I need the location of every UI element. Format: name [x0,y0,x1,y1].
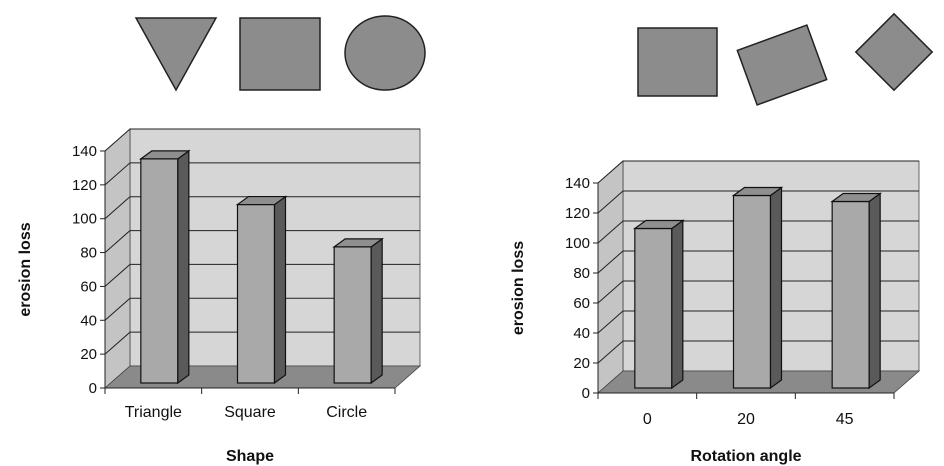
gridline [597,250,919,274]
y-tick-label: 20 [573,355,590,372]
x-tick-label: 0 [643,411,652,428]
y-tick-label: 120 [565,205,590,222]
bar-top [332,238,385,248]
gridline [597,280,919,304]
gridline [104,331,420,355]
bar-side [177,149,190,385]
side-wall [597,160,624,394]
gridline [104,230,420,253]
bar-front [732,194,772,389]
bar [332,237,385,385]
gridline [104,196,420,220]
gridline [597,340,919,364]
y-axis-title: erosion loss [510,241,527,335]
square-45deg-icon [854,12,934,92]
gridlines [104,128,420,355]
gridline [597,310,919,334]
bar-side [273,195,287,385]
x-tick-label: Square [224,404,276,421]
y-axis-title: erosion loss [17,222,34,316]
gridline [597,190,919,214]
bar-top [138,150,191,160]
bar-front [236,203,276,384]
circle-icon [344,15,426,91]
bar-side [671,219,684,390]
y-tick-label: 80 [80,245,97,262]
gridline [597,220,919,244]
y-tick-label: 80 [573,265,590,282]
x-axis-title: Shape [226,448,274,465]
y-tick-label: 40 [573,325,590,342]
bar-top [632,219,685,230]
bar-side [868,192,881,390]
bar [830,192,883,390]
bar-side [370,237,383,385]
gridlines [597,160,919,364]
square-20deg-icon [736,24,828,106]
y-tick-label: 0 [582,385,590,402]
bar-side [769,186,783,390]
gridline [597,160,919,184]
x-tick-label: 20 [737,411,755,428]
y-tick-label: 0 [89,380,97,397]
x-tick-label: 45 [836,411,854,428]
bar-top [235,195,288,206]
x-ticks: 0 20 45 [597,392,895,428]
gridline [104,263,420,287]
bar [138,149,191,385]
y-ticks: 0 20 40 60 80 100 120 140 [72,143,106,397]
bars [632,186,883,390]
bar-front [634,227,673,389]
gridline [104,128,420,152]
shape-icons-row-2 [637,12,934,106]
triangle-icon [134,17,218,92]
y-tick-label: 140 [565,175,590,192]
gridline [104,162,420,186]
y-tick-label: 100 [72,211,97,228]
y-ticks: 0 20 40 60 80 100 120 140 [565,175,599,402]
side-wall [104,128,131,389]
square-icon [239,17,321,91]
y-tick-label: 40 [80,312,97,329]
shape-icons-row-1 [134,15,426,92]
y-tick-label: 20 [80,346,97,363]
y-tick-label: 120 [72,177,97,194]
chart-rotation: 0 20 40 60 80 100 120 140 0 20 45 erosion loss Ro… [510,160,921,465]
y-tick-label: 60 [573,295,590,312]
bar [235,195,288,385]
bars [138,149,385,385]
bar-front [140,158,179,384]
bar-front [333,246,372,384]
x-tick-label: Circle [326,404,367,421]
x-tick-label: Triangle [125,404,182,421]
y-tick-label: 100 [565,235,590,252]
gridline [104,297,420,321]
bar-top [830,192,883,203]
square-0deg-icon [637,27,718,97]
bar [632,219,685,390]
bar-front [831,200,870,389]
x-ticks: Triangle Square Circle [104,387,396,421]
x-axis-title: Rotation angle [690,448,801,465]
bar [731,186,784,390]
y-tick-label: 60 [80,278,97,295]
bar-top [731,186,784,197]
y-tick-label: 140 [72,143,97,160]
